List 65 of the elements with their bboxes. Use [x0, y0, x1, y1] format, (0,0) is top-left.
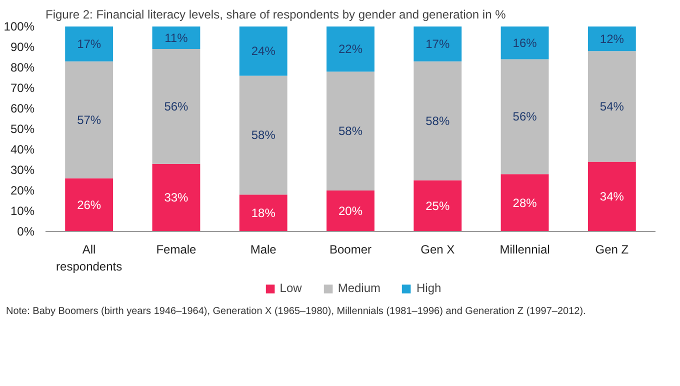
data-label: 56% — [164, 99, 189, 114]
data-label: 54% — [600, 99, 624, 114]
data-label: 56% — [512, 110, 538, 124]
bar — [152, 49, 200, 164]
data-label: 25% — [426, 198, 450, 213]
data-label: 16% — [512, 36, 538, 50]
bar — [588, 26, 636, 52]
legend-label: Low — [280, 281, 302, 295]
x-tick-label: Male — [250, 242, 277, 256]
y-tick-label: 40% — [10, 142, 35, 156]
bar — [239, 76, 288, 195]
bar — [500, 26, 549, 60]
data-label: 17% — [77, 36, 102, 51]
bar — [588, 162, 636, 232]
legend-label: High — [416, 281, 442, 295]
bar — [152, 164, 200, 232]
x-tick-label: All respondents — [56, 242, 122, 274]
data-label: 22% — [338, 42, 363, 56]
bar — [65, 26, 114, 62]
data-label: 12% — [600, 32, 624, 46]
data-label: 34% — [600, 190, 624, 204]
bar — [414, 61, 462, 180]
bar — [414, 180, 462, 232]
y-tick-label: 100% — [4, 20, 35, 34]
y-tick-label: 30% — [10, 163, 35, 177]
legend-label: Medium — [338, 281, 381, 295]
data-label: 33% — [164, 190, 189, 205]
bar — [239, 194, 288, 232]
bar — [500, 174, 549, 232]
x-tick-label: Female — [156, 242, 197, 256]
y-tick-label: 90% — [10, 40, 35, 54]
data-label: 58% — [426, 114, 450, 128]
data-label: 24% — [251, 44, 276, 58]
bar — [500, 59, 549, 174]
x-tick-label: Gen X — [420, 242, 455, 256]
bar — [65, 61, 114, 178]
bar — [152, 26, 200, 50]
data-label: 17% — [426, 36, 450, 51]
y-tick-label: 50% — [10, 122, 35, 136]
bar — [326, 190, 374, 232]
data-label: 58% — [251, 128, 276, 142]
y-tick-label: 10% — [10, 204, 35, 218]
y-tick-label: 0% — [17, 224, 35, 238]
bar — [239, 26, 288, 76]
x-tick-label: Millennial — [500, 242, 550, 256]
x-tick-label: Gen Z — [595, 242, 629, 256]
data-label: 26% — [77, 198, 102, 212]
data-label: 11% — [164, 30, 188, 45]
bar — [65, 178, 114, 232]
data-label: 58% — [338, 124, 363, 138]
data-label: 57% — [77, 112, 102, 127]
y-tick-label: 60% — [10, 102, 35, 116]
y-tick-label: 80% — [10, 60, 35, 74]
data-label: 28% — [512, 196, 538, 210]
y-tick-label: 70% — [10, 81, 35, 95]
bar — [414, 26, 462, 62]
x-tick-label: Boomer — [329, 242, 372, 256]
y-tick-label: 20% — [10, 184, 35, 198]
bar — [588, 51, 636, 162]
data-label: 18% — [251, 206, 276, 220]
bar — [326, 26, 374, 72]
bar — [326, 72, 374, 190]
chart-title: Figure 2: Financial literacy levels, share of respondents by gender and generation in % — [46, 8, 506, 22]
data-label: 20% — [338, 204, 363, 218]
text: Note: Baby Boomers (birth years 1946–1964), Generation X (1965–1980), Millennials (1981–1996) and Generation Z (1997–2012). — [6, 305, 586, 319]
